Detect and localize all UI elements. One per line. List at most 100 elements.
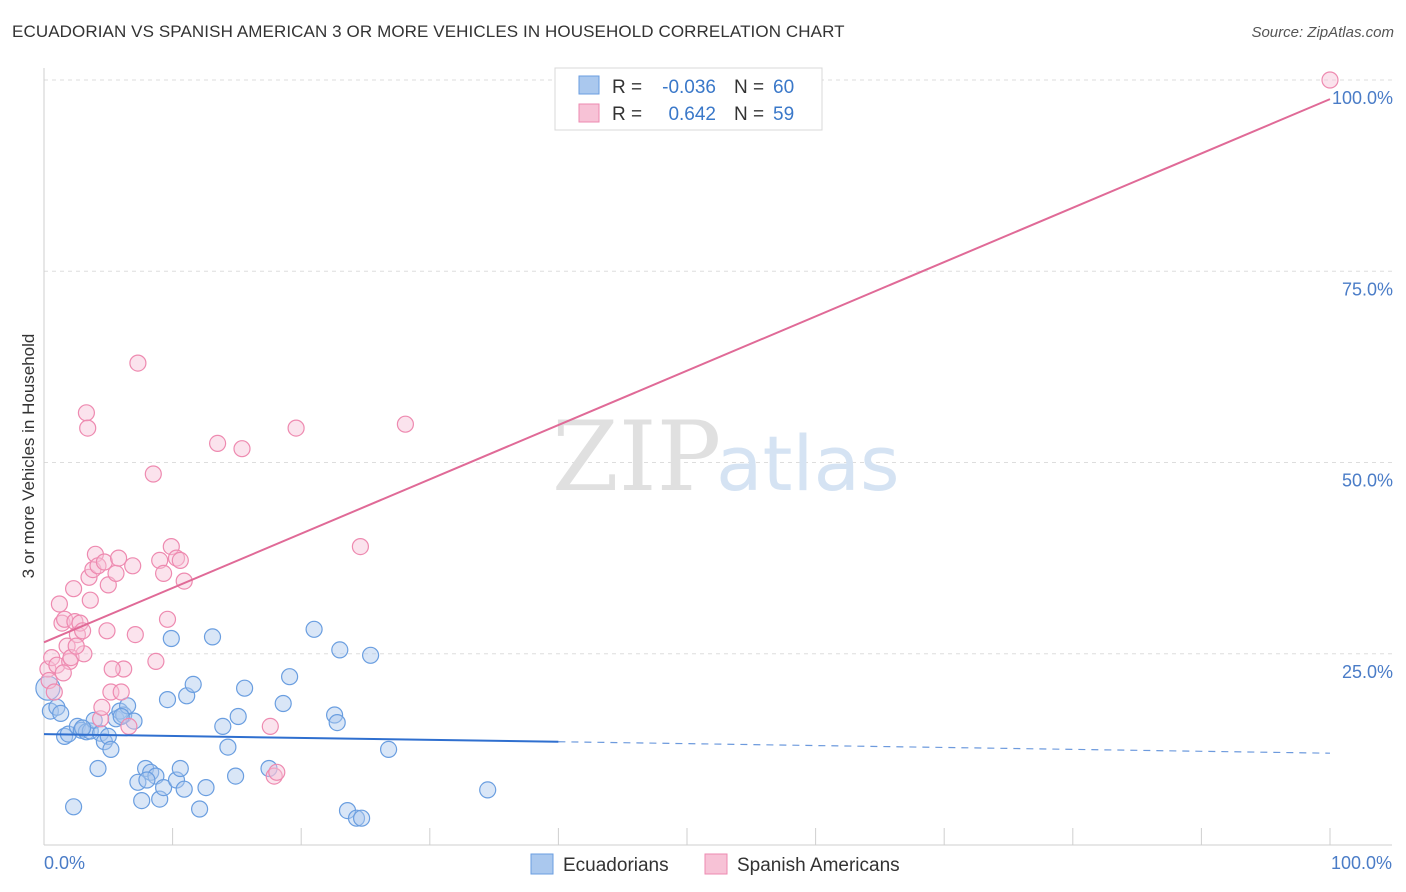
point-ecuadorians-42	[229, 707, 247, 726]
source-label: Source: ZipAtlas.com	[1251, 24, 1394, 41]
legend-r-label-1: R =	[612, 77, 642, 98]
point-spanish-americans-47	[233, 440, 251, 458]
point-spanish-americans-53	[396, 415, 414, 433]
point-ecuadorians-6	[64, 798, 83, 816]
point-ecuadorians-23	[133, 791, 151, 810]
y-tick-labels: 100.0% 75.0% 50.0% 25.0%	[1332, 88, 1393, 682]
y-axis-label: 3 or more Vehicles in Household	[19, 334, 38, 579]
point-ecuadorians-30	[162, 629, 180, 648]
x-tick-label-left: 0.0%	[44, 853, 85, 873]
point-spanish-americans-3	[45, 683, 63, 701]
point-spanish-americans-33	[120, 717, 138, 736]
point-ecuadorians-46	[281, 668, 299, 686]
x-axis-ticks	[172, 828, 1331, 845]
point-spanish-americans-18	[80, 568, 98, 586]
bottom-legend: Ecuadorians Spanish Americans	[530, 853, 900, 876]
point-spanish-americans-48	[261, 717, 279, 736]
point-ecuadorians-15	[99, 727, 117, 746]
point-ecuadorians-40	[219, 738, 237, 756]
point-spanish-americans-19	[81, 591, 99, 609]
point-spanish-americans-55	[103, 660, 121, 678]
point-ecuadorians-56	[479, 781, 497, 799]
bottom-legend-label-ecuadorians: Ecuadorians	[563, 855, 669, 876]
point-spanish-americans-46	[209, 434, 227, 452]
y-tick-label-75: 75.0%	[1342, 279, 1393, 299]
point-ecuadorians-55	[380, 740, 398, 759]
x-tick-label-right: 100.0%	[1331, 853, 1392, 873]
legend-n-label-2: N =	[734, 104, 764, 125]
y-tick-label-100: 100.0%	[1332, 88, 1393, 108]
legend-n-value-1: 60	[773, 77, 794, 98]
point-spanish-americans-52	[351, 537, 369, 556]
point-ecuadorians-28	[155, 778, 173, 797]
trend-line-ecuadorians-extrapolated	[558, 741, 1331, 754]
point-ecuadorians-50	[331, 641, 349, 659]
trend-line-spanish-americans	[43, 98, 1331, 644]
point-ecuadorians-41	[227, 767, 245, 785]
legend-n-value-2: 59	[773, 104, 794, 125]
point-ecuadorians-12	[89, 759, 107, 778]
point-spanish-americans-26	[98, 622, 116, 640]
point-ecuadorians-52	[347, 809, 366, 827]
point-spanish-americans-44	[171, 551, 189, 570]
point-spanish-americans-31	[112, 683, 130, 701]
series-0	[35, 620, 497, 827]
y-tick-label-50: 50.0%	[1342, 471, 1393, 491]
legend-r-value-2: 0.642	[668, 104, 716, 125]
point-ecuadorians-54	[362, 646, 380, 664]
point-spanish-americans-29	[107, 564, 125, 583]
legend-swatch-ecuadorians	[578, 75, 600, 95]
point-spanish-americans-54	[79, 419, 97, 437]
legend-r-label-2: R =	[612, 104, 642, 125]
trend-line-ecuadorians	[43, 733, 559, 743]
point-ecuadorians-16	[102, 740, 120, 759]
point-ecuadorians-20	[118, 697, 137, 715]
point-spanish-americans-56	[54, 664, 72, 682]
point-spanish-americans-57	[67, 637, 85, 655]
point-ecuadorians-43	[236, 679, 254, 697]
series-points	[35, 71, 1339, 827]
point-ecuadorians-49	[328, 713, 346, 732]
bottom-legend-swatch-ecuadorians	[530, 853, 554, 875]
point-spanish-americans-39	[151, 551, 169, 570]
y-tick-label-25: 25.0%	[1342, 662, 1393, 682]
point-spanish-americans-58	[1321, 71, 1339, 89]
point-spanish-americans-24	[93, 698, 111, 716]
point-spanish-americans-38	[147, 652, 165, 671]
bottom-legend-swatch-spanish-americans	[704, 853, 728, 875]
point-spanish-americans-36	[129, 354, 147, 372]
point-ecuadorians-35	[184, 675, 202, 694]
point-spanish-americans-30	[109, 549, 128, 567]
point-ecuadorians-38	[203, 628, 222, 646]
point-ecuadorians-33	[175, 780, 193, 798]
point-spanish-americans-25	[95, 553, 114, 571]
legend-n-label-1: N =	[734, 77, 764, 98]
point-ecuadorians-59	[138, 771, 156, 789]
point-ecuadorians-57	[73, 719, 92, 737]
point-spanish-americans-34	[124, 557, 142, 575]
point-spanish-americans-11	[64, 580, 83, 598]
point-spanish-americans-41	[158, 610, 177, 628]
point-spanish-americans-50	[268, 763, 286, 781]
point-ecuadorians-21	[125, 712, 143, 730]
trend-lines	[43, 98, 1331, 754]
point-ecuadorians-32	[171, 759, 189, 778]
watermark-atlas: atlas	[716, 419, 900, 508]
point-spanish-americans-35	[126, 625, 144, 644]
watermark-zip: ZIP	[552, 401, 721, 513]
point-ecuadorians-36	[191, 800, 209, 818]
point-ecuadorians-29	[158, 690, 177, 709]
point-spanish-americans-51	[287, 419, 305, 437]
legend-swatch-spanish-americans	[578, 103, 600, 123]
point-spanish-americans-17	[77, 404, 96, 422]
point-spanish-americans-37	[144, 465, 162, 483]
chart-title: ECUADORIAN VS SPANISH AMERICAN 3 OR MORE…	[12, 22, 845, 41]
point-spanish-americans-40	[155, 564, 173, 583]
bottom-legend-label-spanish-americans: Spanish Americans	[737, 855, 900, 876]
legend-box: R = -0.036 N = 60 R = 0.642 N = 59	[554, 67, 823, 131]
point-ecuadorians-3	[52, 704, 70, 723]
point-spanish-americans-5	[50, 595, 69, 613]
point-ecuadorians-47	[305, 620, 323, 638]
point-ecuadorians-37	[197, 778, 215, 797]
point-ecuadorians-39	[214, 717, 232, 736]
